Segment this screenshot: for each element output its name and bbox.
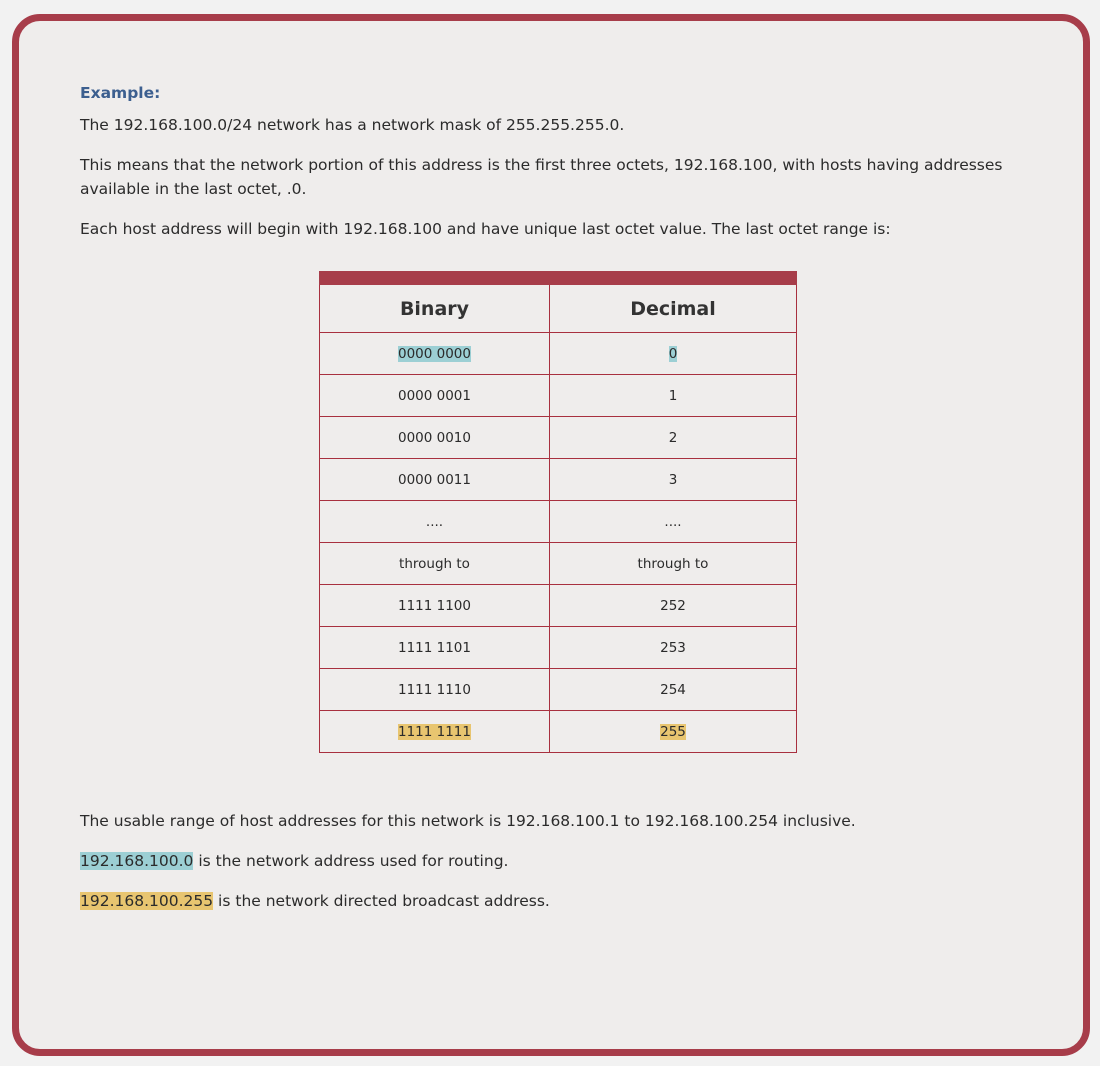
binary-cell: 0000 0011 (319, 458, 550, 501)
broadcast-address-text: is the network directed broadcast addres… (213, 892, 550, 910)
example-content: Example: The 192.168.100.0/24 network ha… (80, 81, 1040, 265)
broadcast-address-highlight: 192.168.100.255 (80, 892, 214, 910)
network-address-line: 192.168.100.0 is the network address use… (80, 849, 1040, 873)
paragraph-network-portion: This means that the network portion of t… (80, 156, 1003, 198)
binary-value: 1111 1100 (397, 597, 471, 614)
table-row: 1111 1111 255 (319, 710, 797, 753)
binary-cell: 1111 1110 (319, 668, 550, 711)
table-row: 1111 1100 252 (319, 584, 797, 627)
network-address-highlight: 192.168.100.0 (80, 852, 194, 870)
network-address-text: is the network address used for routing. (193, 852, 509, 870)
decimal-cell: 254 (549, 668, 797, 711)
decimal-cell: 0 (549, 332, 797, 375)
broadcast-address-line: 192.168.100.255 is the network directed … (80, 889, 1040, 913)
table-header-row: Binary Decimal (319, 277, 797, 333)
binary-cell: 0000 0010 (319, 416, 550, 459)
decimal-value: .... (664, 513, 682, 530)
header-decimal: Decimal (549, 277, 797, 333)
decimal-cell: 253 (549, 626, 797, 669)
decimal-cell: 2 (549, 416, 797, 459)
binary-value: through to (399, 555, 470, 572)
decimal-value: 3 (668, 471, 678, 488)
table-row: 0000 0011 3 (319, 458, 797, 501)
table-row: 1111 1110 254 (319, 668, 797, 711)
binary-value: 1111 1110 (397, 681, 471, 698)
table-row: through to through to (319, 542, 797, 585)
binary-cell: 1111 1100 (319, 584, 550, 627)
binary-value: 1111 1111 (397, 723, 471, 740)
table-row: ........ (319, 500, 797, 543)
header-binary: Binary (319, 277, 550, 333)
binary-value: 0000 0000 (397, 345, 471, 362)
binary-value: 0000 0010 (397, 429, 471, 446)
example-label: Example: (80, 84, 161, 102)
decimal-value: 1 (668, 387, 678, 404)
binary-value: .... (425, 513, 444, 530)
table-row: 1111 1101 253 (319, 626, 797, 669)
decimal-value: 253 (660, 639, 686, 656)
decimal-value: through to (637, 555, 709, 572)
decimal-value: 2 (668, 429, 678, 446)
table-row: 0000 0001 1 (319, 374, 797, 417)
usable-range-text: The usable range of host addresses for t… (80, 812, 856, 830)
binary-cell: 0000 0000 (319, 332, 550, 375)
example-card: Example: The 192.168.100.0/24 network ha… (12, 14, 1090, 1056)
decimal-cell: through to (549, 542, 797, 585)
binary-cell: through to (319, 542, 550, 585)
binary-cell: 0000 0001 (319, 374, 550, 417)
decimal-value: 255 (660, 723, 686, 740)
decimal-value: 254 (660, 681, 686, 698)
paragraph-octet-range: Each host address will begin with 192.16… (80, 220, 891, 238)
decimal-value: 0 (668, 345, 678, 362)
decimal-cell: 252 (549, 584, 797, 627)
decimal-cell: 3 (549, 458, 797, 501)
decimal-cell: 1 (549, 374, 797, 417)
binary-cell: .... (319, 500, 550, 543)
decimal-cell: 255 (549, 710, 797, 753)
binary-value: 1111 1101 (397, 639, 471, 656)
binary-value: 0000 0011 (397, 471, 471, 488)
table-row: 0000 0000 0 (319, 332, 797, 375)
binary-cell: 1111 1111 (319, 710, 550, 753)
summary: The usable range of host addresses for t… (80, 809, 1040, 929)
binary-cell: 1111 1101 (319, 626, 550, 669)
table-row: 0000 0010 2 (319, 416, 797, 459)
binary-value: 0000 0001 (397, 387, 471, 404)
decimal-value: 252 (660, 597, 686, 614)
paragraph-mask: The 192.168.100.0/24 network has a netwo… (80, 116, 625, 134)
octet-range-table: Binary Decimal 0000 0000 0 0000 0001 1 0000 … (319, 271, 797, 753)
decimal-cell: .... (549, 500, 797, 543)
